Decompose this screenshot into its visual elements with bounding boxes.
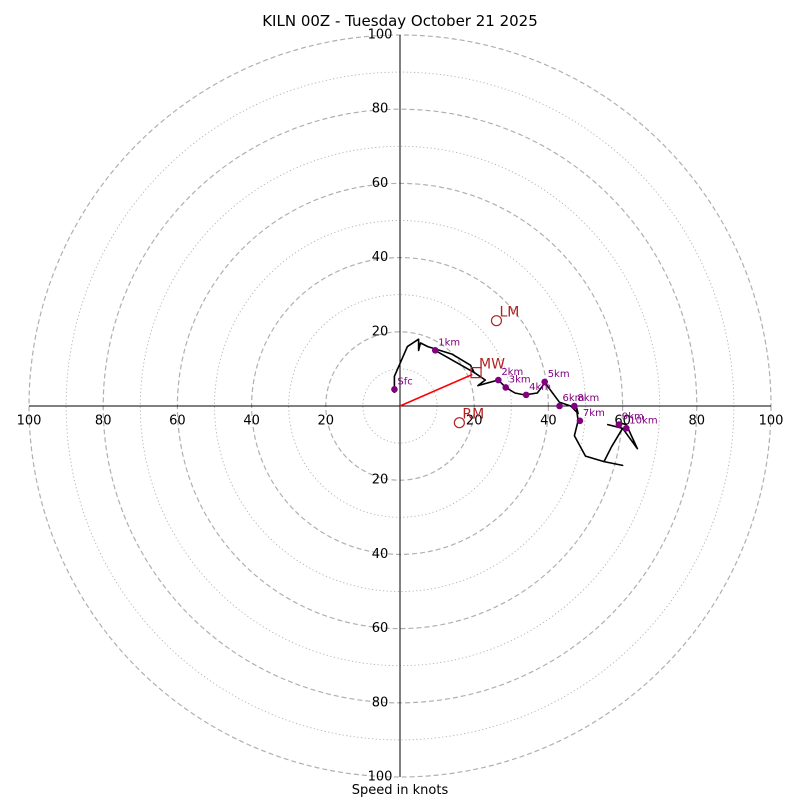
height-marker-6km (556, 402, 563, 410)
height-marker-7km (576, 417, 584, 425)
tick-label-top-100: 100 (368, 28, 393, 43)
height-marker-9km (615, 421, 623, 428)
height-label-3km: 3km (509, 374, 531, 385)
tick-label-top-20: 20 (372, 324, 389, 339)
tick-label-right-20: 20 (466, 414, 483, 429)
tick-label-bottom-40: 40 (372, 547, 389, 562)
tick-label-top-80: 80 (372, 102, 389, 117)
storm-motion-mw-marker (470, 367, 482, 379)
height-marker-5km (541, 378, 548, 386)
hodograph-trace (393, 338, 639, 467)
height-marker-3km (502, 384, 510, 391)
storm-motion-mw-label: MW (479, 357, 505, 373)
tick-label-left-100: 100 (17, 414, 42, 429)
height-marker-1km (431, 347, 439, 354)
height-marker-4km (522, 391, 530, 399)
storm-motion-lm-label: LM (499, 305, 519, 321)
storm-motion-rm-label: RM (462, 407, 484, 423)
height-label-sfc: Sfc (397, 376, 412, 387)
tick-label-bottom-60: 60 (372, 621, 389, 636)
tick-label-top-40: 40 (372, 250, 389, 265)
tick-label-left-40: 40 (243, 414, 260, 429)
tick-label-bottom-100: 100 (368, 770, 393, 785)
storm-motion-lm-marker (490, 315, 503, 327)
height-label-1km: 1km (438, 337, 460, 348)
height-marker-2km (495, 376, 502, 384)
chart-title: KILN 00Z - Tuesday October 21 2025 (262, 12, 538, 30)
height-label-6km: 6km (563, 393, 585, 404)
tick-label-left-60: 60 (169, 414, 186, 429)
height-marker-8km (571, 402, 578, 410)
tick-label-top-60: 60 (372, 176, 389, 191)
height-label-4km: 4km (529, 382, 551, 393)
tick-label-left-80: 80 (95, 414, 112, 429)
height-label-8km: 8km (577, 393, 599, 404)
mean-wind-vector (399, 373, 473, 407)
height-marker-sfc (391, 386, 398, 393)
tick-label-right-80: 80 (689, 414, 706, 429)
tick-label-left-20: 20 (318, 414, 335, 429)
tick-label-right-40: 40 (540, 414, 557, 429)
height-label-9km: 9km (622, 412, 644, 423)
tick-label-right-100: 100 (759, 414, 784, 429)
x-axis-label: Speed in knots (351, 783, 449, 798)
tick-label-bottom-20: 20 (372, 473, 389, 488)
height-label-2km: 2km (501, 367, 523, 378)
storm-motion-rm-marker (453, 417, 465, 429)
height-label-5km: 5km (548, 369, 570, 380)
height-marker-10km (623, 424, 630, 432)
height-label-7km: 7km (583, 408, 605, 419)
height-label-10km: 10km (629, 415, 657, 426)
tick-label-bottom-80: 80 (372, 695, 389, 710)
